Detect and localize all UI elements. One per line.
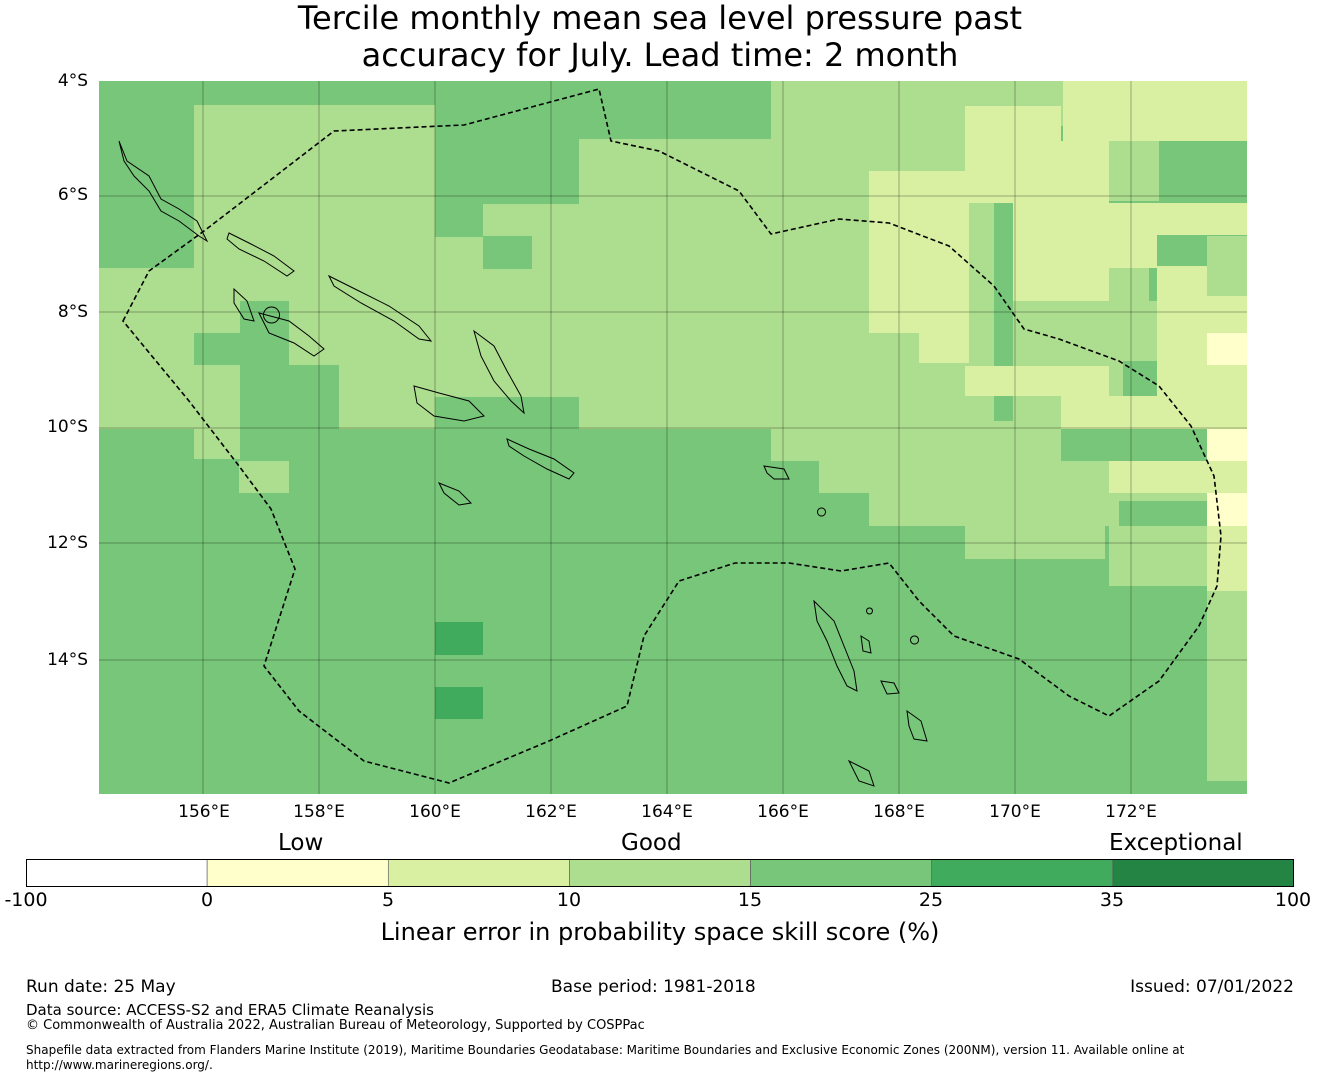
colorbar-category-exceptional: Exceptional <box>1109 830 1243 856</box>
island-santa-isabel <box>327 274 433 342</box>
colorbar-swatch <box>569 859 751 887</box>
colorbar-tick-label: 10 <box>556 889 582 911</box>
island-mota-lava <box>866 607 873 615</box>
colorbar <box>26 859 1294 887</box>
map-title-line-2: accuracy for July. Lead time: 2 month <box>361 36 959 74</box>
island-nendo <box>763 465 790 480</box>
lon-tick-label: 156°E <box>178 802 230 822</box>
island-tanna <box>847 759 875 787</box>
run-date: Run date: 25 May <box>26 977 176 997</box>
island-efate <box>880 680 900 695</box>
island-small-ring <box>263 306 280 324</box>
base-period: Base period: 1981-2018 <box>551 977 756 997</box>
lat-tick-label: 10°S <box>47 417 88 437</box>
island-bougainville <box>118 140 209 243</box>
colorbar-tick-label: 5 <box>381 889 395 911</box>
island-makira <box>506 438 575 480</box>
island-vella-lavella <box>233 287 255 322</box>
island-rennell <box>437 482 473 506</box>
island-ambae <box>860 635 872 654</box>
skill-band-25-35 <box>435 622 483 719</box>
lat-tick-label: 4°S <box>57 71 88 91</box>
lon-tick-label: 160°E <box>409 802 461 822</box>
map-title-line-1: Tercile monthly mean sea level pressure … <box>297 0 1023 37</box>
copyright: © Commonwealth of Australia 2022, Austra… <box>26 1018 645 1033</box>
colorbar-swatch <box>206 859 389 887</box>
island-guadalcanal <box>413 385 485 422</box>
lon-tick-label: 158°E <box>293 802 345 822</box>
colorbar-tick-label: 25 <box>918 889 944 911</box>
island-choiseul <box>226 232 295 277</box>
skill-band-15-25 <box>99 81 771 429</box>
data-source: Data source: ACCESS-S2 and ERA5 Climate … <box>26 1001 434 1019</box>
lon-tick-label: 164°E <box>641 802 693 822</box>
colorbar-swatch <box>931 859 1114 887</box>
colorbar-tick-label: 15 <box>737 889 763 911</box>
colorbar-tick-label: 100 <box>1274 889 1312 911</box>
colorbar-frame <box>26 859 1294 887</box>
lat-tick-label: 12°S <box>47 533 88 553</box>
lat-tick-label: 8°S <box>57 302 88 322</box>
skill-band-0-5 <box>1207 333 1247 526</box>
island-espiritu-santo <box>813 599 858 692</box>
colorbar-swatch <box>26 859 208 887</box>
lon-tick-label: 162°E <box>525 802 577 822</box>
colorbar-category-low: Low <box>278 830 324 856</box>
lon-tick-label: 168°E <box>873 802 925 822</box>
lon-tick-label: 172°E <box>1105 802 1157 822</box>
lon-tick-label: 170°E <box>989 802 1041 822</box>
skill-score-map <box>99 81 1247 794</box>
colorbar-swatch <box>1112 859 1294 887</box>
lat-tick-label: 6°S <box>57 185 88 205</box>
colorbar-tick-label: 35 <box>1099 889 1125 911</box>
island-small-vanuatu <box>910 635 919 645</box>
colorbar-category-good: Good <box>621 830 682 856</box>
lat-tick-label: 14°S <box>47 650 88 670</box>
lon-tick-label: 166°E <box>757 802 809 822</box>
skill-band-5-10 <box>869 81 1247 591</box>
colorbar-tick-label: -100 <box>4 889 48 911</box>
island-tikopia <box>817 507 826 517</box>
coastlines <box>118 140 928 787</box>
colorbar-swatch <box>387 859 570 887</box>
colorbar-tick-label: 0 <box>200 889 214 911</box>
colorbar-title: Linear error in probability space skill … <box>380 918 940 946</box>
shapefile-credit: Shapefile data extracted from Flanders M… <box>26 1043 1185 1072</box>
island-new-georgia <box>258 312 325 357</box>
graticule <box>99 81 1247 794</box>
map-title: Tercile monthly mean sea level pressure … <box>0 0 1320 74</box>
eez-boundary <box>122 88 1222 784</box>
island-malaita <box>473 329 525 415</box>
issued-date: Issued: 07/01/2022 <box>1130 977 1294 997</box>
colorbar-swatch <box>750 859 933 887</box>
island-malekula <box>906 709 928 742</box>
skill-grid <box>99 81 1247 794</box>
